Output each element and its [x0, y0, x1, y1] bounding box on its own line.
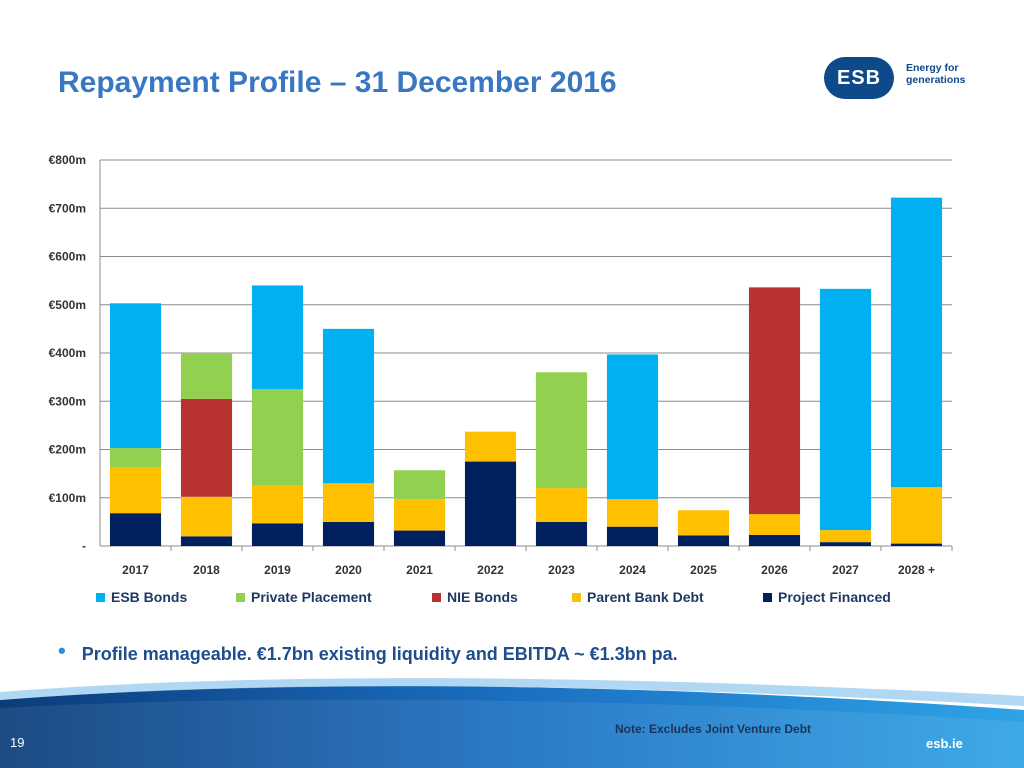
- y-tick-label: €400m: [49, 346, 86, 360]
- x-tick-label: 2024: [619, 563, 646, 577]
- bar-segment: [535, 488, 588, 522]
- footer-wave-band: [0, 678, 1024, 768]
- bar-segment: [251, 389, 304, 486]
- bar-segment: [606, 526, 659, 546]
- bar-segment: [109, 303, 162, 449]
- bar-segment: [180, 536, 233, 546]
- legend-swatch: [572, 593, 581, 602]
- bar-segment: [535, 372, 588, 489]
- x-tick-label: 2022: [477, 563, 504, 577]
- legend-swatch: [236, 593, 245, 602]
- x-tick-label: 2028 +: [898, 563, 935, 577]
- bullet-point: • Profile manageable. €1.7bn existing liq…: [58, 638, 958, 666]
- bar-segment: [109, 513, 162, 546]
- bar-segment: [890, 197, 943, 488]
- x-tick-label: 2018: [193, 563, 220, 577]
- bar-segment: [606, 354, 659, 500]
- bar-segment: [748, 287, 801, 515]
- bar-segment: [677, 535, 730, 546]
- x-tick-label: 2021: [406, 563, 433, 577]
- bar-segment: [464, 431, 517, 462]
- bar-segment: [180, 496, 233, 537]
- bar-segment: [180, 398, 233, 497]
- x-tick-label: 2020: [335, 563, 362, 577]
- bar-segment: [748, 514, 801, 535]
- y-tick-label: €100m: [49, 491, 86, 505]
- bar-segment: [606, 499, 659, 527]
- y-tick-label: €200m: [49, 443, 86, 457]
- x-tick-label: 2026: [761, 563, 788, 577]
- y-tick-label: €700m: [49, 201, 86, 215]
- bar-segment: [464, 461, 517, 546]
- page-number: 19: [10, 735, 25, 750]
- y-tick-label: €300m: [49, 394, 86, 408]
- footnote: Note: Excludes Joint Venture Debt: [615, 722, 812, 736]
- bar-segment: [890, 543, 943, 546]
- legend-label: Project Financed: [778, 589, 891, 605]
- bar-segment: [748, 534, 801, 546]
- bar-segment: [819, 542, 872, 546]
- repayment-chart: - €100m €200m €300m €400m €500m €600m €700m €800…: [49, 153, 953, 605]
- y-tick-label: €500m: [49, 298, 86, 312]
- x-tick-label: 2027: [832, 563, 859, 577]
- bar-segment: [109, 467, 162, 514]
- legend-swatch: [96, 593, 105, 602]
- y-tick-label: -: [82, 539, 86, 553]
- bar-segment: [535, 521, 588, 546]
- bar-segment: [322, 483, 375, 522]
- bar-segment: [393, 470, 446, 500]
- x-tick-label: 2019: [264, 563, 291, 577]
- y-tick-label: €800m: [49, 153, 86, 167]
- bar-segment: [677, 510, 730, 536]
- bar-segment: [251, 285, 304, 390]
- x-tick-label: 2025: [690, 563, 717, 577]
- bar-segment: [322, 521, 375, 546]
- slide-title: Repayment Profile – 31 December 2016: [58, 66, 617, 99]
- bar-segment: [393, 530, 446, 546]
- x-tick-label: 2023: [548, 563, 575, 577]
- bullet-text: Profile manageable. €1.7bn existing liqu…: [81, 644, 678, 664]
- bar-segment: [819, 530, 872, 543]
- legend-label: ESB Bonds: [111, 589, 187, 605]
- bar-segment: [819, 288, 872, 531]
- y-tick-label: €600m: [49, 250, 86, 264]
- legend-label: Parent Bank Debt: [587, 589, 704, 605]
- site-link[interactable]: esb.ie: [926, 736, 963, 751]
- logo-tagline: Energy for generations: [906, 62, 966, 86]
- bar-segment: [393, 499, 446, 531]
- bar-segment: [322, 328, 375, 484]
- legend-swatch: [763, 593, 772, 602]
- bullet-icon: •: [58, 638, 66, 663]
- legend-swatch: [432, 593, 441, 602]
- x-tick-label: 2017: [122, 563, 149, 577]
- legend-label: NIE Bonds: [447, 589, 518, 605]
- bar-segment: [890, 487, 943, 544]
- esb-logo-mark: ESB: [824, 57, 894, 99]
- bar-segment: [109, 448, 162, 468]
- bar-segment: [180, 353, 233, 399]
- bar-segment: [251, 485, 304, 524]
- legend-label: Private Placement: [251, 589, 372, 605]
- bar-segment: [251, 523, 304, 546]
- esb-logo: ESB Energy for generations: [824, 55, 974, 101]
